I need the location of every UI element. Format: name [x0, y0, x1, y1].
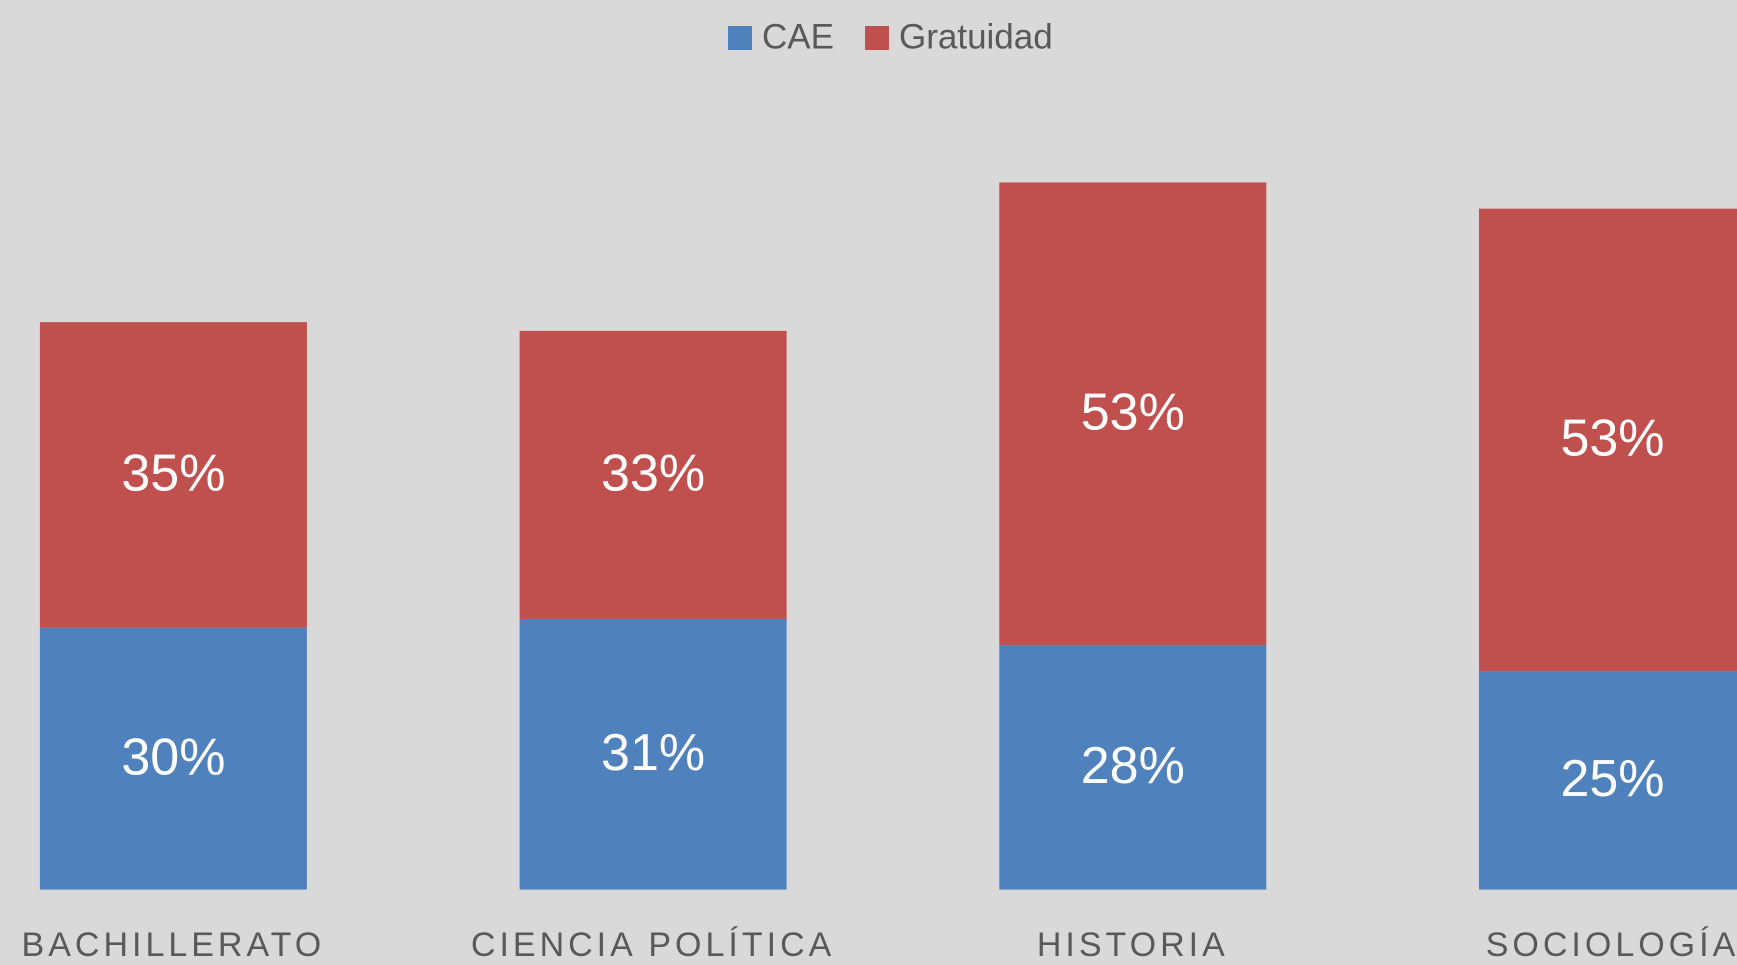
data-label: 28%	[1081, 737, 1185, 795]
x-tick-label: BACHILLERATO	[22, 926, 326, 964]
data-label: 30%	[121, 728, 225, 786]
data-label: 53%	[1560, 410, 1664, 468]
x-tick-label: HISTORIA	[1037, 926, 1229, 964]
bar-segment	[1479, 208, 1737, 672]
bar-segment	[39, 627, 307, 890]
data-label: 35%	[121, 445, 225, 503]
data-label: 31%	[601, 724, 705, 782]
data-label: 53%	[1081, 384, 1185, 442]
bar-segment	[999, 182, 1267, 646]
legend-swatch	[728, 26, 752, 50]
data-label: 33%	[601, 445, 705, 503]
bar-segment	[999, 645, 1267, 890]
legend-swatch	[865, 26, 889, 50]
bar-segment	[519, 618, 787, 890]
x-tick-label: SOCIOLOGÍA	[1486, 926, 1737, 964]
data-label: 25%	[1560, 750, 1664, 808]
legend-label: Gratuidad	[899, 17, 1053, 56]
legend-label: CAE	[762, 17, 834, 56]
bar-segment	[1479, 671, 1737, 890]
bar-segment	[519, 330, 787, 619]
bar-segment	[39, 322, 307, 628]
x-tick-label: CIENCIA POLÍTICA	[471, 926, 835, 964]
